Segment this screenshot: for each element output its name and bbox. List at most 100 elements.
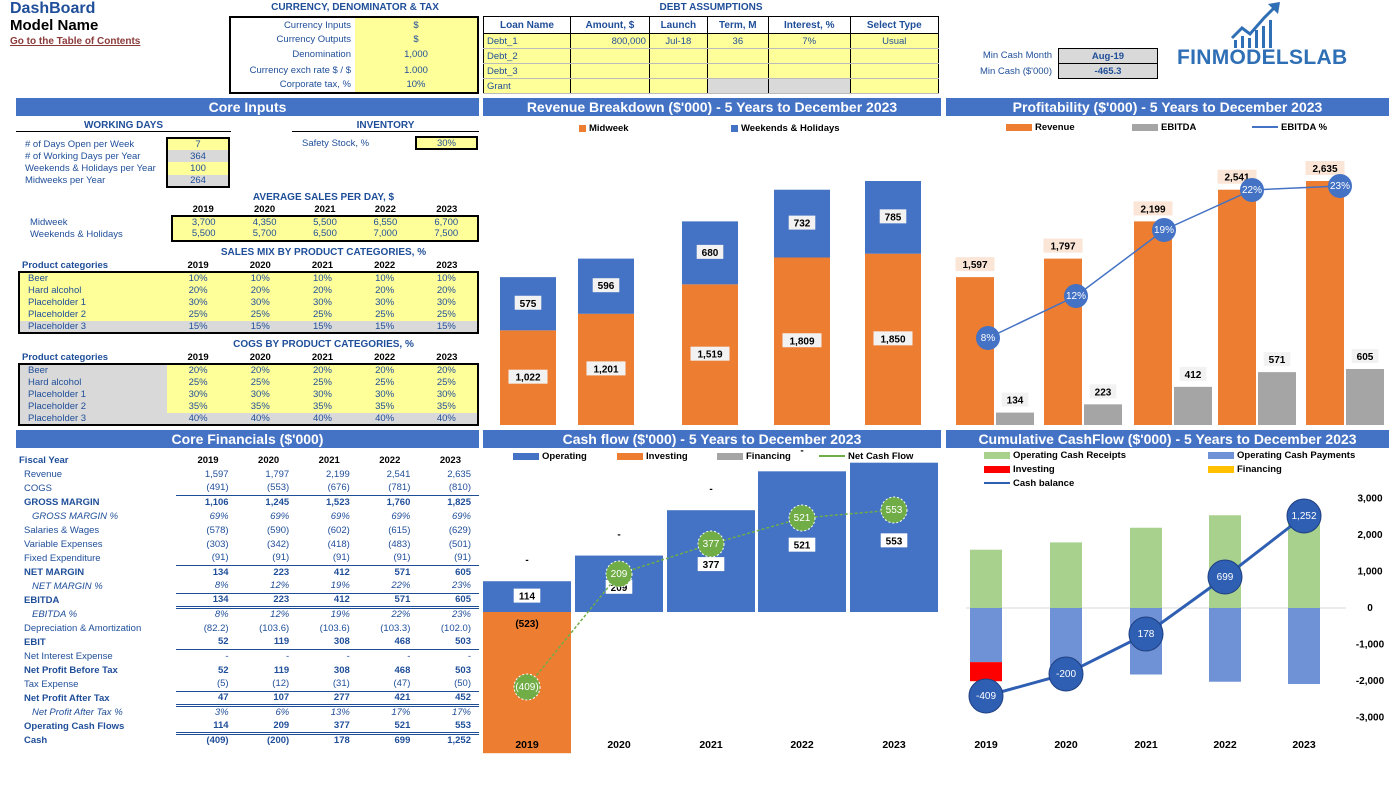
debt-cell[interactable]: Debt_2 <box>483 48 571 64</box>
debt-cell[interactable]: 36 <box>707 33 769 49</box>
financial-value: 134 <box>212 566 229 578</box>
working-value[interactable]: 100 <box>166 162 230 175</box>
grid-value[interactable]: 30% <box>291 388 354 401</box>
debt-cell[interactable]: Grant <box>483 78 571 94</box>
grid-value[interactable]: 30% <box>167 296 230 309</box>
debt-cell[interactable] <box>707 78 769 94</box>
grid-value[interactable]: 5,700 <box>234 228 295 242</box>
grid-value[interactable]: 40% <box>167 412 230 427</box>
debt-cell[interactable] <box>850 48 940 64</box>
grid-value[interactable]: 10% <box>291 271 354 285</box>
legend-label: Operating Cash Receipts <box>1013 450 1126 461</box>
grid-value[interactable]: 30% <box>353 388 416 401</box>
grid-value[interactable]: 20% <box>291 363 354 377</box>
grid-value[interactable]: 5,500 <box>170 228 235 242</box>
grid-value[interactable]: 20% <box>415 284 480 297</box>
grid-value[interactable]: 30% <box>167 388 230 401</box>
grid-value[interactable]: 6,700 <box>415 215 480 229</box>
grid-value[interactable]: 25% <box>167 308 230 321</box>
grid-value[interactable]: 30% <box>229 296 292 309</box>
grid-value[interactable]: 35% <box>291 400 354 413</box>
grid-value[interactable]: 5,500 <box>294 215 356 229</box>
grid-value[interactable]: 30% <box>415 296 480 309</box>
currency-value[interactable]: 1.000 <box>355 62 478 78</box>
grid-value[interactable]: 25% <box>415 308 480 321</box>
safety-stock-value[interactable]: 30% <box>415 136 478 150</box>
grid-value[interactable]: 25% <box>229 376 292 389</box>
currency-value[interactable]: 10% <box>355 77 478 93</box>
debt-cell[interactable] <box>649 78 708 94</box>
debt-cell[interactable] <box>768 78 851 94</box>
grid-value[interactable]: 25% <box>229 308 292 321</box>
working-value[interactable]: 7 <box>166 136 230 151</box>
grid-value[interactable]: 30% <box>229 388 292 401</box>
debt-cell[interactable] <box>649 48 708 64</box>
grid-value[interactable]: 25% <box>291 308 354 321</box>
grid-value[interactable]: 25% <box>415 376 480 389</box>
grid-value[interactable]: 3,700 <box>170 215 235 229</box>
grid-value[interactable]: 30% <box>353 296 416 309</box>
toc-link[interactable]: Go to the Table of Contents <box>10 36 141 47</box>
grid-value[interactable]: 40% <box>415 412 480 427</box>
grid-value[interactable]: 15% <box>229 320 292 335</box>
grid-value[interactable]: 35% <box>353 400 416 413</box>
debt-cell[interactable]: 800,000 <box>570 33 650 49</box>
grid-value[interactable]: 40% <box>229 412 292 427</box>
grid-value[interactable]: 10% <box>229 271 292 285</box>
grid-value[interactable]: 30% <box>291 296 354 309</box>
debt-cell[interactable]: Jul-18 <box>649 33 708 49</box>
grid-value[interactable]: 20% <box>229 363 292 377</box>
grid-value[interactable]: 7,500 <box>415 228 480 242</box>
debt-cell[interactable] <box>649 63 708 79</box>
grid-value[interactable]: 10% <box>353 271 416 285</box>
grid-value[interactable]: 25% <box>353 376 416 389</box>
sales-mix-table: Product categories 2019 2020 2021 2022 2023 Be… <box>18 260 480 335</box>
debt-cell[interactable] <box>850 63 940 79</box>
debt-cell[interactable]: Debt_1 <box>483 33 571 49</box>
debt-cell[interactable]: Usual <box>850 33 940 49</box>
financial-value: 8% <box>176 579 237 594</box>
grid-value[interactable]: 6,500 <box>294 228 356 242</box>
debt-cell[interactable] <box>707 63 769 79</box>
working-row: # of Working Days per Year 364 <box>22 150 230 163</box>
debt-cell[interactable] <box>768 48 851 64</box>
grid-value[interactable]: 7,000 <box>355 228 416 242</box>
grid-value[interactable]: 10% <box>415 271 480 285</box>
grid-value[interactable]: 6,550 <box>355 215 416 229</box>
grid-value[interactable]: 15% <box>291 320 354 335</box>
grid-value[interactable]: 20% <box>167 363 230 377</box>
grid-value[interactable]: 15% <box>415 320 480 335</box>
currency-value[interactable]: $ <box>355 17 478 33</box>
grid-value[interactable]: 25% <box>291 376 354 389</box>
debt-cell[interactable] <box>570 78 650 94</box>
grid-value[interactable]: 30% <box>415 388 480 401</box>
financial-value: 2,541 <box>386 468 411 480</box>
grid-value[interactable]: 20% <box>229 284 292 297</box>
grid-value[interactable]: 20% <box>415 363 480 377</box>
currency-value[interactable]: 1,000 <box>355 47 478 63</box>
grid-value[interactable]: 20% <box>353 284 416 297</box>
grid-value[interactable]: 25% <box>167 376 230 389</box>
debt-cell[interactable] <box>850 78 940 94</box>
debt-cell[interactable]: Debt_3 <box>483 63 571 79</box>
grid-value[interactable]: 40% <box>291 412 354 427</box>
grid-value[interactable]: 15% <box>167 320 230 335</box>
debt-cell[interactable] <box>570 48 650 64</box>
grid-value[interactable]: 20% <box>167 284 230 297</box>
currency-value[interactable]: $ <box>355 32 478 48</box>
grid-value[interactable]: 35% <box>415 400 480 413</box>
grid-value[interactable]: 10% <box>167 271 230 285</box>
grid-value[interactable]: 35% <box>229 400 292 413</box>
debt-cell[interactable] <box>768 63 851 79</box>
debt-cell[interactable] <box>570 63 650 79</box>
debt-cell[interactable]: 7% <box>768 33 851 49</box>
grid-value[interactable]: 20% <box>291 284 354 297</box>
grid-value[interactable]: 20% <box>353 363 416 377</box>
financial-row: Net Profit After Tax % 3% 6% 13% 17% 17% <box>16 705 479 719</box>
grid-value[interactable]: 15% <box>353 320 416 335</box>
grid-value[interactable]: 4,350 <box>234 215 295 229</box>
grid-value[interactable]: 40% <box>353 412 416 427</box>
grid-value[interactable]: 35% <box>167 400 230 413</box>
debt-cell[interactable] <box>707 48 769 64</box>
grid-value[interactable]: 25% <box>353 308 416 321</box>
